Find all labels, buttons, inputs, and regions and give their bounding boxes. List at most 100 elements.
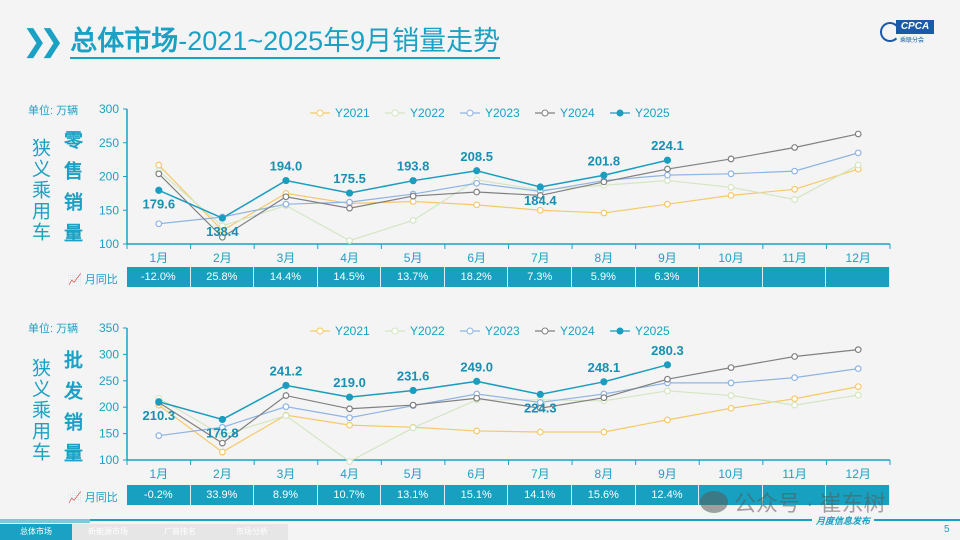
data-point-Y2022 xyxy=(218,431,226,439)
data-point-Y2021 xyxy=(346,421,353,429)
page-number: 5 xyxy=(944,524,950,535)
data-label: 194.0 xyxy=(270,159,303,174)
yoy-cell xyxy=(762,485,827,505)
chart-title-wholesale: 批发销量 xyxy=(61,350,82,474)
data-point-Y2021 xyxy=(791,185,799,193)
x-tick-label: 6月 xyxy=(467,467,486,481)
legend-marker-Y2023 xyxy=(466,327,474,335)
x-tick-label: 11月 xyxy=(782,467,806,481)
x-tick-label: 4月 xyxy=(340,467,359,481)
page-header: ❯❯ 总体市场-2021~2025年9月销量走势 xyxy=(22,24,501,59)
logo-swirl-icon xyxy=(880,22,900,42)
legend-marker-Y2024 xyxy=(541,109,549,117)
x-tick-label: 6月 xyxy=(467,251,486,265)
legend-marker-Y2022 xyxy=(391,327,399,335)
x-tick-label: 3月 xyxy=(277,251,296,265)
data-label: 210.3 xyxy=(143,408,176,423)
tab-market-analysis[interactable]: 市场分析 xyxy=(216,524,288,540)
data-point-Y2023 xyxy=(854,149,862,157)
yoy-cell: 12.4% xyxy=(635,485,700,505)
yoy-cell: 10.7% xyxy=(317,485,382,505)
legend-label-Y2025: Y2025 xyxy=(635,324,670,338)
x-tick-label: 2月 xyxy=(213,467,232,481)
data-point-Y2022 xyxy=(409,216,417,224)
data-point-Y2023 xyxy=(727,379,735,387)
data-point-Y2021 xyxy=(473,201,481,209)
data-point-Y2021 xyxy=(473,427,481,435)
data-point-Y2024 xyxy=(664,375,671,383)
y-tick-label: 250 xyxy=(99,136,119,150)
data-label: 138.4 xyxy=(206,224,239,239)
data-label: 241.2 xyxy=(270,363,303,378)
data-point-Y2025 xyxy=(282,176,290,185)
yoy-cell xyxy=(762,267,827,287)
data-label: 208.5 xyxy=(460,149,493,164)
trend-chart-icon: 📈 xyxy=(68,491,82,504)
data-point-Y2024 xyxy=(409,401,417,409)
title-bold: 总体市场 xyxy=(70,25,179,56)
unit-label-wholesale: 单位: 万辆 xyxy=(28,323,79,335)
data-point-Y2023 xyxy=(155,220,163,228)
y-tick-label: 150 xyxy=(99,427,119,441)
tab-overall-market[interactable]: 总体市场 xyxy=(0,524,72,540)
series-line-Y2023 xyxy=(158,368,859,437)
x-tick-label: 7月 xyxy=(531,467,550,481)
legend-marker-Y2024 xyxy=(541,327,549,335)
x-tick-label: 4月 xyxy=(340,251,359,265)
data-point-Y2023 xyxy=(282,200,290,208)
yoy-cell: 14.1% xyxy=(508,485,573,505)
data-point-Y2024 xyxy=(409,192,417,200)
data-point-Y2023 xyxy=(473,179,481,187)
yoy-cell: 6.3% xyxy=(635,267,700,287)
data-point-Y2025 xyxy=(218,214,226,222)
legend-label-Y2023: Y2023 xyxy=(485,324,520,338)
data-point-Y2022 xyxy=(854,161,862,169)
data-label: 248.1 xyxy=(588,360,621,375)
yoy-cell: 25.8% xyxy=(190,267,255,287)
data-label: 201.8 xyxy=(588,153,621,168)
data-point-Y2021 xyxy=(155,161,163,169)
data-point-Y2024 xyxy=(791,353,799,360)
yoy-row-wholesale: -0.2% 33.9% 8.9% 10.7% 13.1% 15.1% 14.1% 15.6% 1… xyxy=(127,485,890,505)
logo-text: CPCA xyxy=(896,20,934,34)
data-point-Y2022 xyxy=(727,392,735,399)
legend-label-Y2022: Y2022 xyxy=(410,106,445,120)
yoy-cell: -12.0% xyxy=(127,267,191,287)
watermark-text: 公众号 · 崔东树 xyxy=(734,491,886,516)
yoy-cell xyxy=(826,267,890,287)
data-point-Y2024 xyxy=(664,165,671,173)
data-point-Y2024 xyxy=(346,204,353,212)
data-label: 280.3 xyxy=(651,343,684,358)
data-point-Y2021 xyxy=(791,395,799,403)
legend-label-Y2022: Y2022 xyxy=(410,324,445,338)
side-label-retail: 狭义乘用车 xyxy=(29,138,50,243)
legend-marker-Y2022 xyxy=(391,109,399,117)
yoy-label-text: 月同比 xyxy=(84,274,118,286)
legend-label-Y2021: Y2021 xyxy=(335,106,370,120)
data-point-Y2021 xyxy=(536,206,544,214)
data-point-Y2021 xyxy=(536,428,544,436)
yoy-cell xyxy=(826,485,890,505)
data-point-Y2023 xyxy=(727,170,735,178)
tab-maker-ranking[interactable]: 厂商排名 xyxy=(144,524,216,540)
data-point-Y2022 xyxy=(791,401,799,409)
x-tick-label: 1月 xyxy=(149,467,168,481)
data-point-Y2024 xyxy=(791,144,799,151)
data-label: 231.6 xyxy=(397,369,430,384)
data-point-Y2021 xyxy=(727,404,735,412)
legend-label-Y2021: Y2021 xyxy=(335,324,370,338)
y-tick-label: 300 xyxy=(99,347,119,361)
data-label: 184.4 xyxy=(524,193,557,208)
data-point-Y2024 xyxy=(473,394,481,402)
y-tick-label: 100 xyxy=(99,237,119,251)
yoy-cell: 13.1% xyxy=(381,485,445,505)
series-line-Y2022 xyxy=(158,390,859,463)
tab-nev-market[interactable]: 新能源市场 xyxy=(72,524,144,540)
data-point-Y2024 xyxy=(727,155,735,163)
x-tick-label: 2月 xyxy=(213,251,232,265)
x-tick-label: 11月 xyxy=(782,251,806,265)
data-point-Y2021 xyxy=(218,448,226,456)
data-point-Y2023 xyxy=(791,167,799,175)
legend-label-Y2024: Y2024 xyxy=(560,106,595,120)
data-point-Y2022 xyxy=(664,177,671,184)
